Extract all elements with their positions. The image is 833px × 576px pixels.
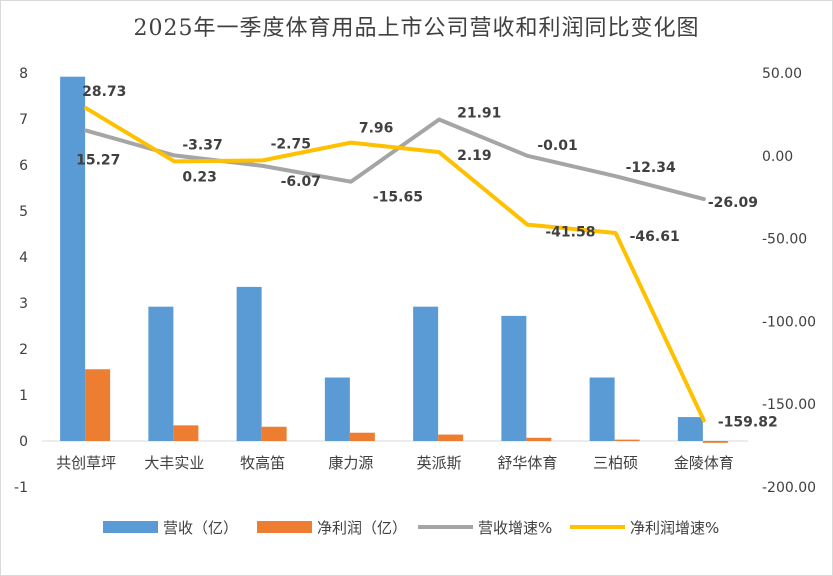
category-label: 舒华体育 bbox=[497, 454, 557, 472]
legend-label: 净利润（亿） bbox=[317, 519, 407, 537]
revenue-growth-line bbox=[84, 117, 706, 202]
chart-title: 2025年一季度体育用品上市公司营收和利润同比变化图 bbox=[133, 16, 700, 41]
legend-label: 营收（亿） bbox=[163, 519, 238, 537]
right-axis-tick-label: -100.00 bbox=[762, 314, 816, 330]
net-profit-growth-data-label: -159.82 bbox=[718, 414, 778, 430]
revenue-growth-data-label: -15.65 bbox=[373, 190, 423, 206]
axis-layer: -1 0 1 2 3 4 5 6 7 8 -200.00 -150.00 -100.00 -50.00 0.… bbox=[14, 66, 816, 496]
net-profit-growth-data-label: -2.75 bbox=[271, 136, 311, 152]
revenue-growth-data-label: -12.34 bbox=[626, 160, 676, 176]
left-axis-tick-label: 6 bbox=[19, 158, 28, 174]
revenue-bar bbox=[60, 76, 86, 442]
revenue-growth-data-label: 0.23 bbox=[182, 169, 217, 185]
right-axis-tick-label: 50.00 bbox=[762, 66, 802, 82]
legend-label: 营收增速% bbox=[478, 519, 552, 537]
category-label: 康力源 bbox=[328, 454, 373, 472]
left-axis-tick-label: 8 bbox=[19, 66, 28, 82]
left-axis-tick-label: 5 bbox=[19, 204, 28, 220]
revenue-bar bbox=[589, 377, 615, 441]
data-label-layer: 15.27 0.23 -6.07 -15.65 21.91 -0.01 -12.34 -26.… bbox=[76, 84, 778, 430]
net-profit-bar bbox=[349, 432, 375, 441]
legend-swatch bbox=[103, 521, 158, 533]
category-label: 共创草坪 bbox=[56, 454, 116, 472]
left-axis-tick-label: 4 bbox=[19, 250, 28, 266]
category-label: 三柏硕 bbox=[593, 454, 638, 472]
net-profit-bar bbox=[702, 441, 728, 443]
bar-layer bbox=[60, 76, 728, 443]
revenue-growth-data-label: 15.27 bbox=[76, 153, 120, 169]
right-axis-tick-label: -50.00 bbox=[762, 232, 807, 248]
net-profit-growth-data-label: -41.58 bbox=[545, 225, 595, 241]
left-axis-tick-label: -1 bbox=[14, 480, 28, 496]
revenue-bar bbox=[148, 306, 174, 441]
right-axis-tick-label: 0.00 bbox=[762, 149, 793, 165]
left-axis-tick-label: 7 bbox=[19, 112, 28, 128]
net-profit-growth-data-label: -46.61 bbox=[630, 229, 680, 245]
net-profit-bar bbox=[526, 437, 552, 441]
net-profit-bar bbox=[614, 439, 640, 441]
net-profit-growth-data-label: 2.19 bbox=[457, 148, 492, 164]
category-label: 大丰实业 bbox=[144, 454, 204, 472]
net-profit-bar bbox=[261, 426, 287, 441]
revenue-bar bbox=[413, 306, 439, 441]
left-axis-tick-label: 1 bbox=[19, 388, 28, 404]
revenue-bar bbox=[236, 286, 262, 441]
revenue-bar bbox=[501, 315, 527, 441]
right-axis-tick-label: -200.00 bbox=[762, 480, 816, 496]
category-label: 英派斯 bbox=[417, 454, 462, 472]
revenue-growth-data-label: -6.07 bbox=[281, 174, 321, 190]
revenue-growth-data-label: -0.01 bbox=[537, 138, 577, 154]
right-axis-tick-label: -150.00 bbox=[762, 397, 816, 413]
net-profit-bar bbox=[173, 425, 199, 441]
revenue-bar bbox=[677, 417, 703, 441]
net-profit-growth-data-label: 7.96 bbox=[359, 121, 394, 137]
revenue-growth-data-label: -26.09 bbox=[708, 195, 758, 211]
left-axis-tick-label: 2 bbox=[19, 342, 28, 358]
net-profit-growth-line bbox=[84, 106, 706, 423]
revenue-growth-data-label: 21.91 bbox=[457, 106, 501, 122]
net-profit-bar bbox=[85, 369, 111, 441]
net-profit-growth-data-label: 28.73 bbox=[82, 84, 126, 100]
revenue-bar bbox=[324, 377, 350, 441]
category-label: 牧高笛 bbox=[240, 454, 285, 472]
legend: 营收（亿） 净利润（亿） 营收增速% 净利润增速% bbox=[103, 519, 719, 537]
legend-label: 净利润增速% bbox=[630, 519, 719, 537]
left-axis-tick-label: 0 bbox=[19, 434, 28, 450]
legend-swatch bbox=[257, 521, 312, 533]
net-profit-bar bbox=[438, 434, 464, 441]
left-axis-tick-label: 3 bbox=[19, 296, 28, 312]
line-layer bbox=[84, 106, 706, 423]
net-profit-growth-data-label: -3.37 bbox=[182, 137, 222, 153]
category-label: 金陵体育 bbox=[674, 454, 734, 472]
